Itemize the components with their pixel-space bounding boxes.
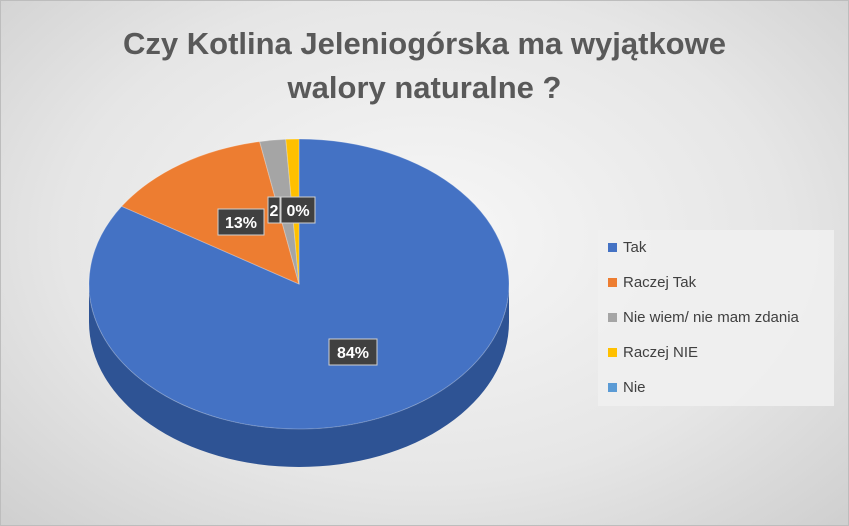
legend-swatch-3 [608,347,617,357]
legend-swatch-2 [608,312,617,322]
legend-swatch-0 [608,242,617,252]
chart-title-line-1: Czy Kotlina Jeleniogórska ma wyjątkowe [123,26,726,61]
svg-text:0%: 0% [286,203,309,220]
legend: Tak Raczej Tak Nie wiem/ nie mam zdania Rac… [598,230,834,406]
legend-label-2: Nie wiem/ nie mam zdania [623,308,799,326]
legend-item-2: Nie wiem/ nie mam zdania [608,306,799,328]
data-label-0: 84% [328,338,378,366]
pie-side-0 [89,284,509,467]
data-label-4: 0% [280,196,316,224]
legend-item-1: Raczej Tak [608,271,696,293]
svg-text:13%: 13% [225,215,257,232]
legend-label-3: Raczej NIE [623,343,699,361]
legend-item-4: Nie [608,376,646,398]
pie-slices [88,138,510,430]
pie-labels: 84% 13% 2 0% [217,196,378,366]
chart-title-line-2: walory naturalne ? [287,70,562,105]
pie-slice-0[interactable] [88,138,510,430]
svg-text:2: 2 [270,203,279,220]
legend-label-0: Tak [623,238,647,256]
legend-item-0: Tak [608,236,646,258]
legend-item-3: Raczej NIE [608,341,698,363]
legend-label-4: Nie [623,378,646,396]
legend-swatch-4 [608,382,617,392]
data-label-2: 2 [267,196,281,224]
svg-text:84%: 84% [337,345,369,362]
legend-label-1: Raczej Tak [623,273,697,291]
legend-swatch-1 [608,277,617,287]
data-label-1: 13% [217,208,265,236]
pie-sides [89,284,509,467]
pie-slice-1[interactable] [120,141,300,285]
chart-title: Czy Kotlina Jeleniogórska ma wyjątkowe w… [0,22,849,110]
